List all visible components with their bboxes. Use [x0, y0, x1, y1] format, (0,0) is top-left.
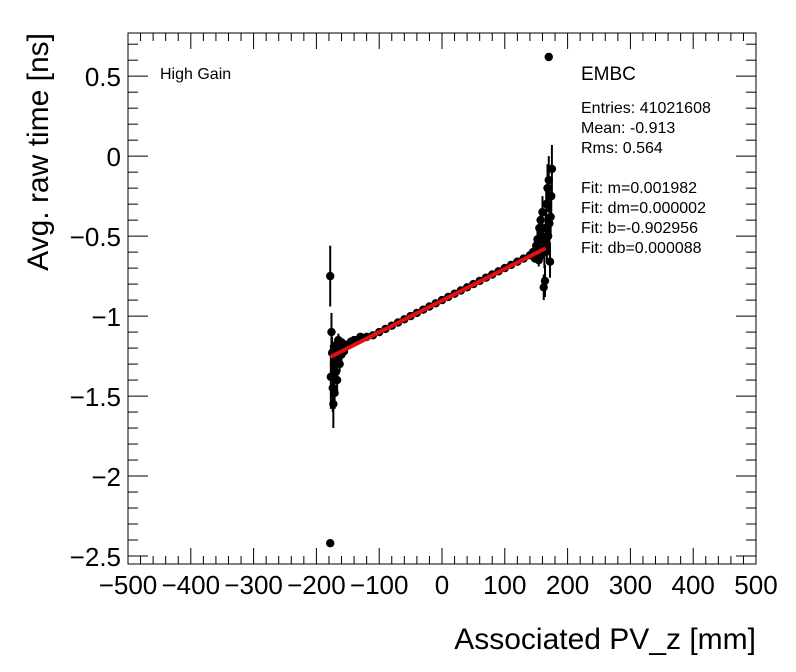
stats-fit-b: Fit: b=-0.902956 — [581, 220, 698, 237]
data-point — [545, 245, 555, 278]
stats-fit-db: Fit: db=0.000088 — [581, 240, 702, 257]
stats-title: EMBC — [581, 64, 636, 85]
data-point — [544, 52, 553, 62]
high-gain-label: High Gain — [160, 66, 231, 83]
fit-line — [329, 246, 547, 359]
y-tick-label: −0.5 — [70, 222, 121, 252]
stats-box: EMBC Entries: 41021608 Mean: -0.913 Rms:… — [581, 64, 711, 257]
data-point — [326, 245, 335, 307]
point-marker — [329, 399, 338, 409]
stats-mean: Mean: -0.913 — [581, 120, 675, 137]
y-tick-label: −2.5 — [70, 542, 121, 572]
x-axis-label: Associated PV_z [mm] — [454, 623, 756, 656]
point-marker — [547, 191, 556, 201]
x-tick-label: −200 — [287, 570, 346, 600]
stats-entries: Entries: 41021608 — [581, 100, 711, 117]
x-tick-label: 100 — [483, 570, 526, 600]
point-marker — [335, 359, 344, 369]
point-marker — [326, 271, 335, 281]
stats-rms: Rms: 0.564 — [581, 140, 663, 157]
point-marker — [326, 539, 335, 548]
y-tick-label: 0 — [107, 142, 121, 172]
x-tick-label: 0 — [435, 570, 449, 600]
data-point — [332, 367, 342, 393]
x-tick-label: −500 — [99, 570, 158, 600]
y-tick-label: −2 — [91, 462, 121, 492]
point-marker — [332, 375, 342, 385]
y-axis-label: Avg. raw time [ns] — [22, 33, 55, 271]
stats-fit-dm: Fit: dm=0.000002 — [581, 200, 706, 217]
x-tick-label: −300 — [224, 570, 283, 600]
data-point — [540, 264, 550, 297]
point-marker — [327, 327, 336, 337]
point-marker — [540, 276, 550, 286]
axis-ticks — [127, 33, 757, 564]
x-tick-labels: −500 −400 −300 −200 −100 0 100 200 300 400 500 — [99, 570, 778, 600]
x-tick-label: 200 — [546, 570, 589, 600]
data-point — [326, 539, 335, 548]
data-point — [335, 356, 344, 373]
point-marker — [538, 207, 547, 217]
point-marker — [547, 164, 557, 174]
y-tick-label: −1 — [91, 302, 121, 332]
x-tick-label: 400 — [672, 570, 715, 600]
point-marker — [536, 215, 545, 225]
data-point — [538, 196, 547, 229]
point-marker — [544, 52, 553, 62]
x-tick-label: −400 — [162, 570, 221, 600]
y-tick-labels: −2.5 −2 −1.5 −1 −0.5 0 0.5 — [70, 62, 121, 572]
data-point — [547, 144, 557, 193]
stats-fit-m: Fit: m=0.001982 — [581, 180, 697, 197]
y-tick-label: 0.5 — [85, 62, 121, 92]
point-marker — [545, 257, 555, 266]
x-tick-label: 500 — [734, 570, 777, 600]
x-tick-label: −100 — [350, 570, 409, 600]
y-tick-label: −1.5 — [70, 382, 121, 412]
x-tick-label: 300 — [609, 570, 652, 600]
point-marker — [546, 212, 555, 222]
